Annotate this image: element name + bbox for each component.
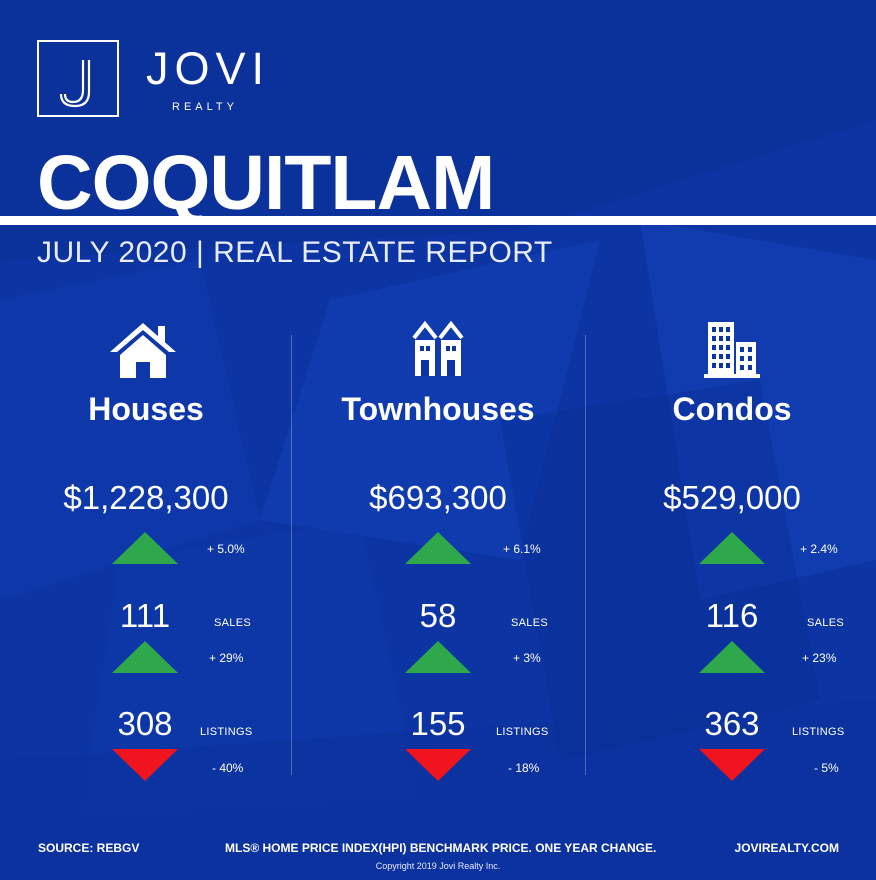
title-underline-bar	[0, 216, 876, 225]
property-type-label: Condos	[672, 391, 792, 427]
house-icon	[0, 320, 292, 384]
listings-change: - 5%	[814, 761, 839, 775]
source-text: SOURCE: REBGV	[38, 841, 140, 855]
price-up-arrow-icon	[405, 532, 471, 564]
benchmark-price: $529,000	[663, 479, 801, 516]
report-title: JULY 2020 | REAL ESTATE REPORT	[37, 236, 553, 269]
property-type-label: Townhouses	[341, 391, 535, 427]
listings-count: 363	[704, 705, 760, 742]
sales-label: SALES	[214, 617, 251, 629]
listings-count: 308	[117, 705, 173, 742]
sales-label: SALES	[511, 617, 548, 629]
sales-change: + 29%	[209, 651, 244, 665]
sales-change: + 3%	[513, 651, 541, 665]
listings-change: - 18%	[508, 761, 540, 775]
listings-label: LISTINGS	[496, 726, 549, 738]
price-up-arrow-icon	[699, 532, 765, 564]
sales-count: 116	[705, 597, 759, 634]
condo-building-icon	[586, 320, 876, 384]
sales-change: + 23%	[802, 651, 837, 665]
column-houses: Houses $1,228,300 + 5.0% 111 SALES + 29%…	[0, 0, 292, 880]
sales-label: SALES	[807, 617, 844, 629]
column-divider	[585, 335, 586, 775]
property-type-label: Houses	[88, 391, 204, 427]
listings-count: 155	[410, 705, 466, 742]
sales-up-arrow-icon	[405, 641, 471, 673]
price-change: + 6.1%	[503, 542, 541, 556]
sales-count: 111	[119, 597, 171, 634]
price-up-arrow-icon	[112, 532, 178, 564]
brand-name: JOVI	[146, 43, 271, 94]
column-townhouses: Townhouses $693,300 + 6.1% 58 SALES + 3%…	[292, 0, 584, 880]
townhouse-icon	[292, 320, 584, 384]
benchmark-price: $693,300	[369, 479, 507, 516]
column-condos: Condos $529,000 + 2.4% 116 SALES + 23% 3…	[586, 0, 876, 880]
listings-down-arrow-icon	[699, 749, 765, 781]
listings-change: - 40%	[212, 761, 244, 775]
benchmark-price: $1,228,300	[63, 479, 229, 516]
website-link[interactable]: JOVIREALTY.COM	[734, 841, 839, 855]
brand-subtitle: REALTY	[172, 101, 238, 113]
price-change: + 2.4%	[800, 542, 838, 556]
column-divider	[291, 335, 292, 775]
sales-count: 58	[419, 597, 457, 634]
sales-up-arrow-icon	[112, 641, 178, 673]
methodology-note: MLS® HOME PRICE INDEX(HPI) BENCHMARK PRI…	[225, 841, 657, 855]
price-change: + 5.0%	[207, 542, 245, 556]
jovi-j-monogram-icon	[59, 60, 91, 108]
logo	[37, 40, 119, 117]
listings-label: LISTINGS	[792, 726, 845, 738]
copyright: Copyright 2019 Jovi Realty Inc.	[375, 861, 501, 871]
city-title: COQUITLAM	[37, 140, 495, 226]
listings-label: LISTINGS	[200, 726, 253, 738]
sales-up-arrow-icon	[699, 641, 765, 673]
listings-down-arrow-icon	[112, 749, 178, 781]
listings-down-arrow-icon	[405, 749, 471, 781]
